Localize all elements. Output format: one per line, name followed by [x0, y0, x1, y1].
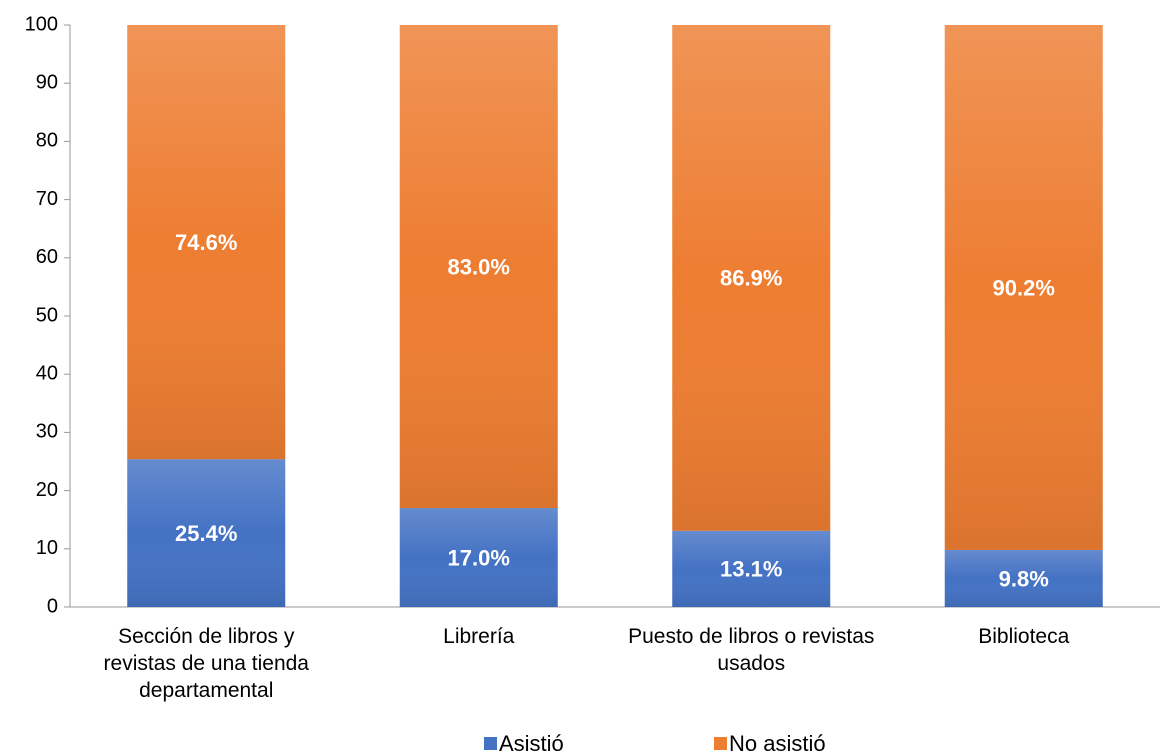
- bar-shade: [127, 459, 286, 607]
- bar-shade: [672, 25, 831, 531]
- data-label: 74.6%: [175, 230, 237, 255]
- data-label: 25.4%: [175, 521, 237, 546]
- y-tick-label: 60: [36, 246, 58, 268]
- legend-label: Asistió: [499, 731, 564, 756]
- x-tick-label: Sección de libros y revistas de una tien…: [103, 625, 309, 702]
- y-tick-label: 50: [36, 304, 58, 326]
- bar-shade: [944, 25, 1103, 550]
- bar-shade: [399, 508, 558, 607]
- bar-shade: [399, 25, 558, 509]
- y-tick-label: 10: [36, 537, 58, 559]
- data-label: 17.0%: [448, 545, 510, 570]
- x-tick-label: Librería: [443, 625, 515, 648]
- y-tick-label: 30: [36, 421, 58, 443]
- bar-shade: [127, 25, 286, 460]
- data-label: 83.0%: [448, 254, 510, 279]
- y-tick-label: 40: [36, 362, 58, 384]
- bar-shade: [944, 549, 1103, 607]
- legend-label: No asistió: [729, 731, 826, 756]
- data-label: 13.1%: [720, 557, 782, 582]
- legend-swatch: [484, 737, 497, 750]
- y-tick-label: 20: [36, 479, 58, 501]
- y-tick-label: 90: [36, 71, 58, 93]
- x-tick-label: Biblioteca: [978, 625, 1070, 648]
- y-tick-label: 80: [36, 130, 58, 152]
- legend-swatch: [714, 737, 727, 750]
- x-tick-label: Puesto de libros o revistas usados: [628, 625, 875, 675]
- bar-shade: [672, 530, 831, 607]
- data-label: 86.9%: [720, 266, 782, 291]
- y-tick-label: 0: [47, 595, 58, 617]
- y-tick-label: 70: [36, 188, 58, 210]
- y-tick-label: 100: [25, 13, 58, 35]
- data-label: 9.8%: [999, 566, 1049, 591]
- data-label: 90.2%: [993, 275, 1055, 300]
